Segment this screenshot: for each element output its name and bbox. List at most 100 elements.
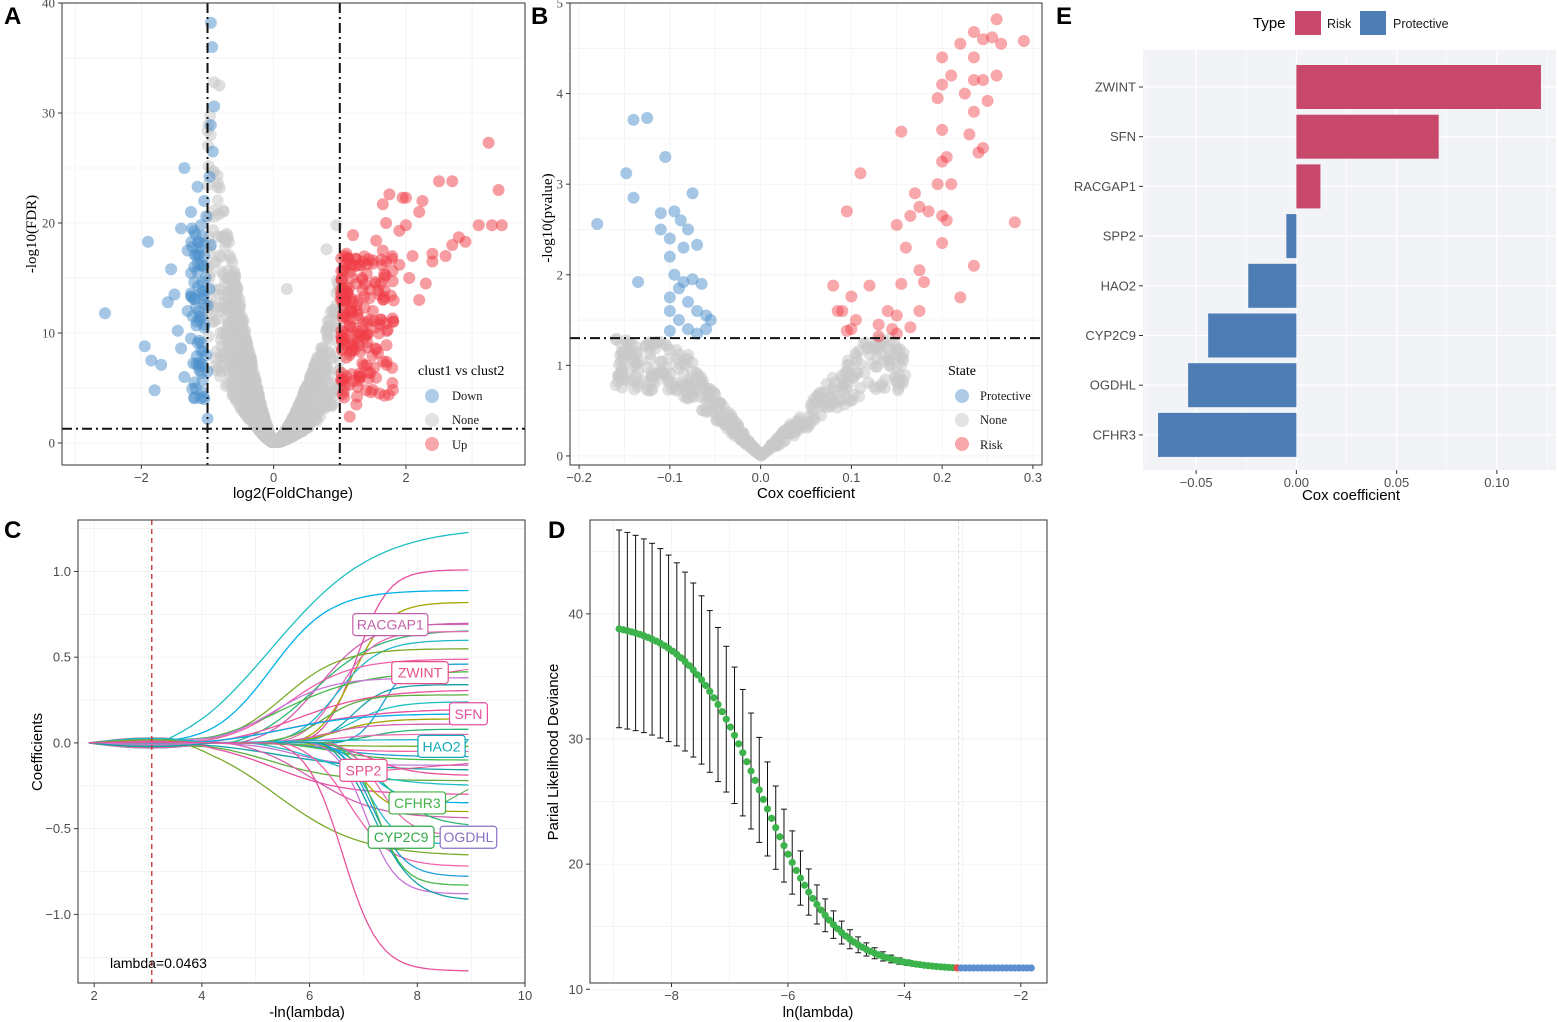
category-label: CFHR3: [1093, 427, 1136, 442]
bar-racgap1: [1296, 164, 1321, 209]
scatter-point: [772, 431, 785, 444]
scatter-point-down: [188, 260, 201, 273]
y-tick-label: 20: [42, 216, 55, 231]
scatter-point-up: [339, 289, 352, 302]
scatter-point: [705, 386, 718, 399]
scatter-point-up: [351, 390, 364, 403]
y-tick-label: 0.5: [53, 650, 71, 665]
scatter-point-down: [196, 276, 209, 289]
cv-point: [702, 681, 710, 690]
scatter-point: [786, 421, 799, 434]
legend-label-down: Down: [452, 389, 483, 403]
scatter-point: [640, 339, 653, 352]
scatter-point-up: [346, 339, 359, 352]
cv-point: [763, 805, 772, 813]
scatter-point-risk: [958, 87, 971, 100]
cv-point: [780, 842, 788, 850]
scatter-point: [229, 279, 242, 292]
category-label: RACGAP1: [1074, 179, 1136, 194]
scatter-point: [246, 372, 259, 385]
scatter-point-up: [361, 316, 374, 329]
scatter-point: [223, 235, 236, 248]
scatter-point-protective: [627, 113, 640, 126]
x-tick-label: 10: [518, 988, 532, 1003]
scatter-point-protective: [691, 305, 704, 317]
cv-point: [1027, 964, 1035, 972]
scatter-point-down: [178, 371, 191, 383]
scatter-point-up: [372, 327, 385, 340]
scatter-point-risk: [995, 37, 1008, 50]
legend: State Protective None Risk: [948, 364, 1031, 452]
y-tick-label: 20: [569, 857, 583, 872]
scatter-point: [249, 387, 262, 400]
scatter-point-risk: [890, 218, 903, 231]
category-label: HAO2: [1101, 278, 1136, 293]
x-tick-label: 0.0: [752, 470, 770, 485]
legend-key-risk: [1295, 11, 1321, 35]
scatter-point: [871, 360, 884, 373]
scatter-point: [737, 426, 750, 439]
scatter-point: [614, 348, 627, 361]
scatter-point: [719, 416, 732, 429]
scatter-point: [658, 367, 671, 380]
scatter-point-down: [165, 263, 178, 276]
scatter-point-up: [361, 336, 374, 349]
label-leader: [384, 763, 469, 771]
cv-point: [805, 888, 813, 896]
bar-sfn: [1296, 114, 1439, 159]
scatter-point-risk: [881, 305, 894, 317]
y-tick-label: 0: [49, 436, 56, 451]
scatter-point-protective: [641, 112, 654, 125]
legend-label-up: Up: [452, 438, 467, 452]
legend-title: Type: [1253, 15, 1286, 32]
gene-label-box: [448, 702, 489, 726]
scatter-point-protective: [620, 167, 633, 180]
cv-point: [743, 758, 751, 766]
x-tick-label: −8: [664, 988, 679, 1003]
scatter-point-protective: [591, 218, 604, 231]
scatter-point-risk: [954, 37, 967, 50]
legend-title: clust1 vs clust2: [418, 364, 504, 379]
scatter-point-down: [206, 145, 219, 158]
scatter-point-risk: [931, 92, 944, 105]
x-tick-label: 0.05: [1384, 475, 1409, 490]
scatter-point: [850, 349, 863, 362]
scatter-point: [663, 343, 676, 356]
scatter-point: [883, 353, 896, 366]
legend-label-none: None: [980, 413, 1008, 427]
gene-label: CFHR3: [394, 795, 441, 811]
scatter-point: [248, 396, 261, 409]
y-tick-label: 10: [569, 982, 583, 997]
gene-label: SPP2: [346, 762, 382, 778]
y-tick-label: 3: [557, 177, 564, 192]
scatter-point-up: [446, 239, 459, 251]
scatter-point: [612, 375, 625, 388]
scatter-point: [649, 342, 662, 355]
legend-label-risk: Risk: [1327, 17, 1352, 31]
scatter-point-protective: [668, 268, 681, 281]
x-tick-label: 0.3: [1024, 470, 1042, 485]
scatter-point: [211, 181, 224, 194]
cv-point: [751, 776, 759, 785]
scatter-point-down: [206, 41, 219, 53]
scatter-point-risk: [967, 105, 980, 118]
scatter-point: [804, 399, 817, 412]
cv-point: [747, 767, 755, 775]
scatter-point: [630, 357, 643, 370]
panel-label-b: B: [531, 3, 548, 30]
y-tick-label: 30: [569, 731, 583, 746]
scatter-point-up: [376, 244, 389, 257]
scatter-point-risk: [967, 25, 980, 38]
down-points: [98, 16, 221, 425]
scatter-point-up: [485, 219, 498, 232]
cv-point: [809, 894, 817, 903]
scatter-point-up: [433, 175, 446, 188]
y-axis-label: -log10(FDR): [24, 195, 40, 273]
scatter-point-up: [386, 361, 399, 374]
scatter-point-risk: [986, 31, 999, 44]
scatter-point-risk: [990, 69, 1003, 82]
scatter-point-risk: [967, 51, 980, 64]
scatter-point: [616, 366, 629, 379]
scatter-point-risk: [936, 51, 949, 64]
